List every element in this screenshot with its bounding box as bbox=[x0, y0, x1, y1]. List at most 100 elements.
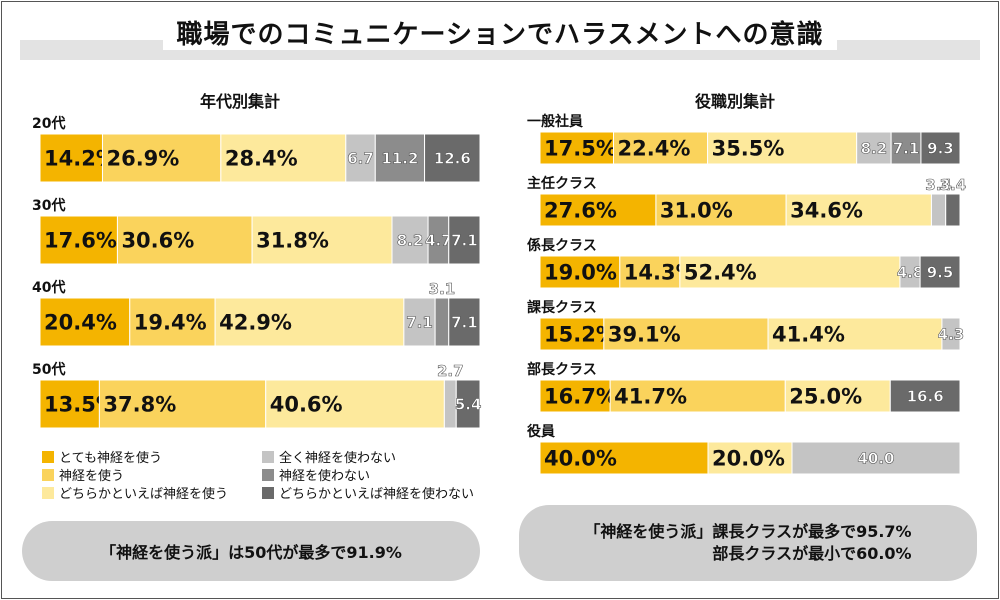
data-label: 34.6% bbox=[790, 199, 863, 223]
bar-segment bbox=[539, 193, 657, 227]
data-label: 37.8% bbox=[103, 393, 176, 417]
legend-swatch-5 bbox=[262, 487, 274, 499]
bar-segment bbox=[767, 317, 943, 351]
legend-swatch-3 bbox=[262, 451, 274, 463]
age-chart-title: 年代別集計 bbox=[200, 92, 281, 111]
data-label: 4.3 bbox=[938, 325, 965, 343]
category-label: 課長クラス bbox=[527, 299, 597, 316]
chart-title: 職場でのコミュニケーションでハラスメントへの意識 bbox=[0, 14, 1000, 51]
position-chart-title: 役職別集計 bbox=[695, 92, 776, 111]
bar-segment bbox=[539, 131, 614, 165]
data-label: 28.4% bbox=[225, 147, 298, 171]
data-label: 16.6 bbox=[907, 387, 944, 405]
data-label: 19.4% bbox=[134, 311, 207, 335]
category-label: 一般社員 bbox=[527, 113, 583, 130]
bar-segment bbox=[609, 379, 786, 413]
legend-item-0: とても神経を使う bbox=[42, 447, 162, 466]
bar-segment bbox=[856, 131, 892, 165]
legend-swatch-0 bbox=[42, 451, 54, 463]
bar-segment bbox=[941, 317, 961, 351]
data-label: 6.7 bbox=[347, 149, 374, 167]
bar-segment bbox=[889, 379, 961, 413]
category-label: 係長クラス bbox=[527, 237, 597, 254]
summary-age: 「神経を使う派」は50代が最多で91.9% bbox=[22, 521, 480, 581]
category-label: 役員 bbox=[527, 423, 555, 440]
bar-segment bbox=[448, 297, 481, 347]
bar-segment bbox=[930, 193, 947, 227]
data-label: 7.1 bbox=[406, 313, 433, 331]
data-label: 20.0% bbox=[712, 447, 785, 471]
bar-segment bbox=[345, 133, 376, 183]
data-label: 16.7% bbox=[544, 385, 617, 409]
bar-segment bbox=[613, 131, 709, 165]
data-label: 9.3 bbox=[927, 139, 954, 157]
bar-segment bbox=[101, 133, 222, 183]
data-label: 40.0% bbox=[544, 447, 617, 471]
legend-swatch-2 bbox=[42, 487, 54, 499]
data-label: 8.2 bbox=[861, 139, 888, 157]
category-label: 主任クラス bbox=[527, 175, 597, 192]
category-label: 20代 bbox=[32, 115, 65, 132]
data-label: 9.5 bbox=[927, 263, 954, 281]
category-label: 50代 bbox=[32, 361, 65, 378]
legend-item-4: 神経を使わない bbox=[262, 465, 370, 484]
legend-item-5: どちらかといえば神経を使わない bbox=[262, 483, 474, 502]
bar-segment bbox=[434, 297, 450, 347]
data-label: 3.4 bbox=[925, 176, 952, 194]
bar-segment bbox=[603, 317, 769, 351]
data-label: 4.7 bbox=[425, 231, 452, 249]
bar-segment bbox=[919, 255, 961, 289]
bar-segment bbox=[455, 379, 481, 429]
bar-segment bbox=[220, 133, 347, 183]
data-label: 27.6% bbox=[544, 199, 617, 223]
data-label: 4.8 bbox=[897, 263, 924, 281]
bar-segment bbox=[403, 297, 436, 347]
data-label: 35.5% bbox=[712, 137, 785, 161]
data-label: 8.2 bbox=[397, 231, 424, 249]
legend-item-1: 神経を使う bbox=[42, 465, 124, 484]
bar-segment bbox=[791, 441, 961, 475]
data-label: 17.6% bbox=[44, 229, 117, 253]
bar-segment bbox=[391, 215, 429, 265]
bar-segment bbox=[265, 379, 445, 429]
category-label: 40代 bbox=[32, 279, 65, 296]
legend-swatch-4 bbox=[262, 469, 274, 481]
bar-segment bbox=[98, 379, 267, 429]
data-label: 5.4 bbox=[455, 395, 482, 413]
bar-segment bbox=[129, 297, 216, 347]
bar-segment bbox=[39, 133, 103, 183]
data-label: 40.6% bbox=[270, 393, 343, 417]
position-stacked-bar-chart: 一般社員 17.5% 22.4% 35.5% 8.2 7.1 9.3 主任クラス 27.6% 31… bbox=[527, 113, 966, 475]
summary-age-text: 「神経を使う派」は50代が最多で91.9% bbox=[100, 543, 402, 562]
bar-segment bbox=[945, 193, 961, 227]
bar-segment bbox=[707, 131, 858, 165]
bar-segment bbox=[39, 297, 131, 347]
summary-position-line-2: 部長クラスが最小で60.0% bbox=[712, 544, 912, 563]
data-label: 31.0% bbox=[660, 199, 733, 223]
legend-item-3: 全く神経を使わない bbox=[262, 447, 396, 466]
data-label: 42.9% bbox=[219, 311, 292, 335]
bar-segment bbox=[448, 215, 481, 265]
summary-position-line-1: 「神経を使う派」課長クラスが最多で95.7% bbox=[584, 522, 912, 541]
bar-segment bbox=[539, 379, 611, 413]
data-label: 2.7 bbox=[437, 362, 464, 380]
data-label: 31.8% bbox=[256, 229, 329, 253]
bar-segment bbox=[784, 379, 891, 413]
data-label: 3.1 bbox=[429, 280, 456, 298]
data-label: 52.4% bbox=[684, 261, 757, 285]
legend-item-2: どちらかといえば神経を使う bbox=[42, 483, 228, 502]
category-label: 30代 bbox=[32, 197, 65, 214]
data-label: 7.1 bbox=[451, 231, 478, 249]
bar-segment bbox=[920, 131, 961, 165]
bar-segment bbox=[707, 441, 793, 475]
bar-segment bbox=[655, 193, 787, 227]
data-label: 40.0 bbox=[857, 449, 894, 467]
legend-swatch-1 bbox=[42, 469, 54, 481]
bar-segment bbox=[39, 379, 100, 429]
data-label: 39.1% bbox=[608, 323, 681, 347]
data-label: 12.6 bbox=[434, 149, 471, 167]
data-label: 26.9% bbox=[106, 147, 179, 171]
data-label: 7.1 bbox=[893, 139, 920, 157]
